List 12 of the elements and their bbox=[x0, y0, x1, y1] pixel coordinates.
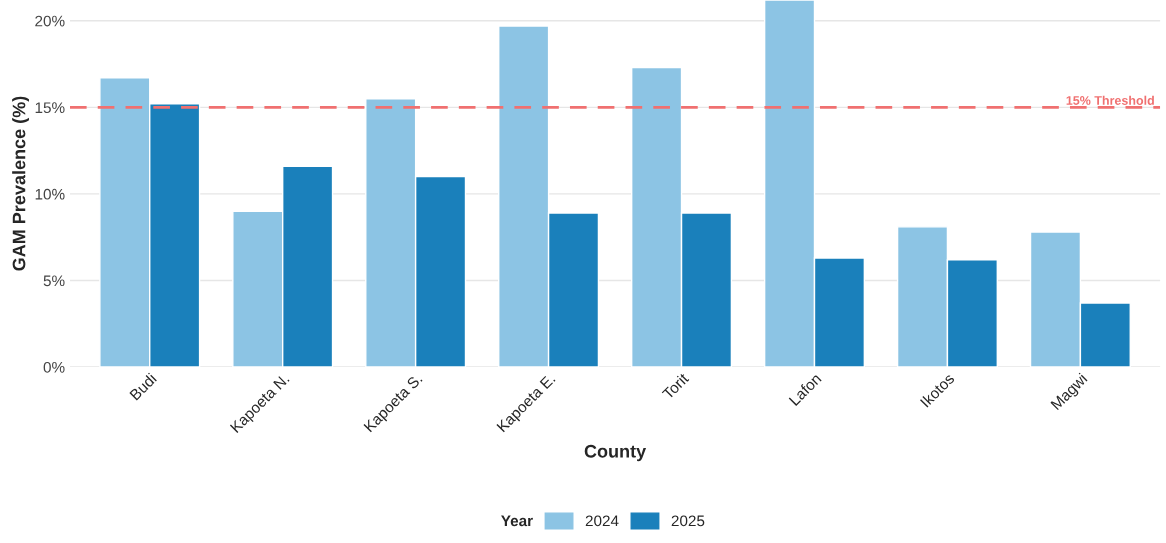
y-tick-label: 5% bbox=[43, 275, 65, 287]
y-tick-label: 10% bbox=[35, 188, 65, 200]
ref-line-label: 15% Threshold bbox=[1066, 95, 1154, 105]
y-tick-label: 0% bbox=[43, 361, 65, 373]
y-axis-title: GAM Prevalence (%) bbox=[12, 96, 29, 271]
x-tick-label: Torit bbox=[661, 372, 690, 401]
y-tick-label: 15% bbox=[35, 102, 65, 114]
legend-title: Year bbox=[501, 515, 533, 527]
legend-label: 2025 bbox=[671, 515, 705, 527]
x-axis-title: County bbox=[584, 444, 647, 462]
y-tick-label: 20% bbox=[35, 15, 65, 27]
legend-label: 2024 bbox=[585, 515, 619, 527]
